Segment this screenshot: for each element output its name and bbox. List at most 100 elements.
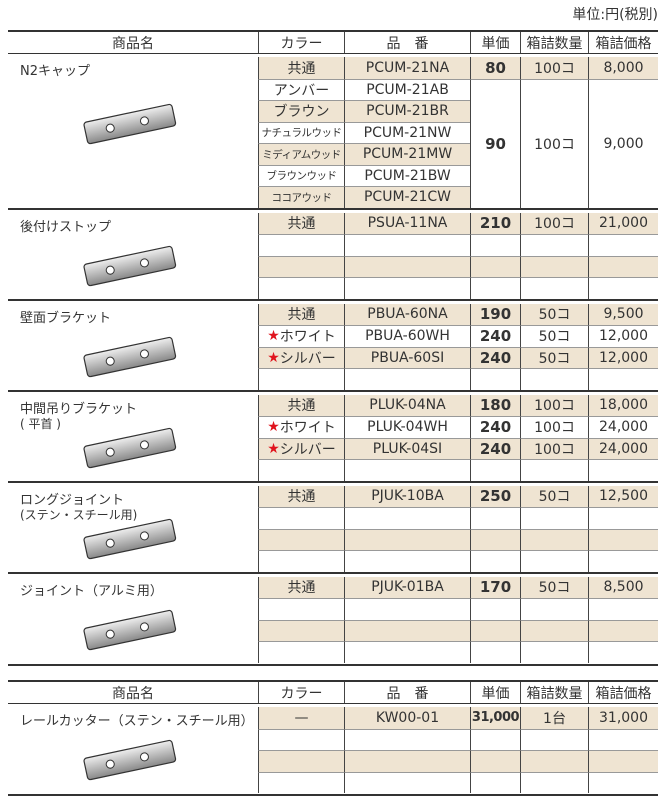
table-cell: [344, 598, 470, 620]
box-price: 12,000: [599, 349, 648, 366]
table-cell: [520, 368, 588, 390]
table-cell: 50コ: [520, 325, 588, 347]
table-cell: [258, 619, 344, 641]
table-cell: [520, 550, 588, 572]
table-cell: [470, 619, 520, 641]
table-cell: [520, 750, 588, 772]
part: PSUA-11NA: [367, 215, 448, 232]
table-cell: [470, 507, 520, 529]
table-cell: [344, 750, 470, 772]
box-price: 8,000: [603, 59, 644, 76]
table-cell: 24,000: [588, 416, 658, 438]
table-cell: ブラウン: [258, 100, 344, 122]
color-name: ナチュラルウッド: [261, 127, 343, 140]
table-cell: PCUM-21BW: [344, 164, 470, 186]
product-image: [83, 427, 177, 468]
table-cell: [344, 507, 470, 529]
table-cell: 1台: [520, 707, 588, 729]
product-image: [83, 245, 177, 286]
table-cell: 18,000: [588, 394, 658, 416]
table-cell: 250: [470, 485, 520, 507]
box-price: 21,000: [599, 215, 648, 232]
table-cell: PJUK-10BA: [344, 485, 470, 507]
header-cell: カラー: [258, 682, 344, 703]
group-rule: [8, 207, 658, 210]
table-cell: 180: [470, 394, 520, 416]
table-cell: PCUM-21AB: [344, 78, 470, 100]
product-name: N2キャップ: [20, 64, 90, 79]
color-name: —: [294, 709, 309, 726]
box-price: 9,000: [603, 135, 644, 152]
table-cell: [344, 277, 470, 299]
table-cell: [588, 507, 658, 529]
table-cell: [344, 728, 470, 750]
qty: 100コ: [534, 216, 575, 233]
table-bottom-rule: [8, 794, 658, 796]
table-cell: 共通: [258, 57, 344, 79]
table-cell: ★ ホワイト: [258, 416, 344, 438]
table-cell: PBUA-60NA: [344, 303, 470, 325]
table-cell: PSUA-11NA: [344, 212, 470, 234]
table-cell: [520, 277, 588, 299]
header-cell: 品 番: [344, 682, 470, 703]
table-cell: 8,500: [588, 576, 658, 598]
table-cell: [588, 750, 658, 772]
star-mark: ★: [267, 349, 280, 366]
header-cell: 商品名: [112, 35, 154, 52]
table-cell: KW00-01: [344, 707, 470, 729]
table-cell: [588, 528, 658, 550]
table-bottom-rule: [8, 663, 658, 666]
part: PBUA-60NA: [367, 306, 448, 323]
table-cell: [520, 528, 588, 550]
table-cell: [588, 619, 658, 641]
part: PLUK-04WH: [367, 419, 448, 436]
group-rule: [8, 571, 658, 574]
table-cell: [344, 771, 470, 793]
header-rule: [8, 53, 658, 54]
table-cell: [520, 459, 588, 481]
product-image: [83, 518, 177, 559]
table-cell: 50コ: [520, 303, 588, 325]
part: PJUK-01BA: [371, 579, 444, 596]
table-cell: [344, 234, 470, 256]
part: PCUM-21BR: [366, 103, 449, 120]
product-image: [83, 103, 177, 145]
table-cell: [470, 528, 520, 550]
box-price: 12,500: [599, 488, 648, 505]
color-name: 共通: [287, 60, 316, 77]
table-cell: PBUA-60SI: [344, 346, 470, 368]
table-cell: [520, 255, 588, 277]
table-cell: ★ ホワイト: [258, 325, 344, 347]
color-name: アンバー: [273, 82, 330, 99]
box-price: 9,500: [603, 306, 644, 323]
table-cell: [258, 598, 344, 620]
table-cell: ブラウンウッド: [258, 164, 344, 186]
price: 170: [479, 578, 512, 597]
color-name: ココアウッド: [271, 191, 333, 204]
price: 190: [479, 305, 512, 324]
table-cell: [588, 728, 658, 750]
product-image: [83, 336, 177, 377]
qty: 50コ: [538, 350, 571, 367]
table-cell: 100コ: [520, 416, 588, 438]
table-cell: 190: [470, 303, 520, 325]
qty: 50コ: [538, 329, 571, 346]
table-cell: 170: [470, 576, 520, 598]
table-cell: [520, 598, 588, 620]
qty: 100コ: [534, 441, 575, 458]
table-top-rule: [8, 680, 658, 682]
table-cell: [258, 641, 344, 663]
table-cell: PCUM-21MW: [344, 143, 470, 165]
price: 90: [485, 134, 506, 153]
table-cell: [470, 255, 520, 277]
table-cell: ナチュラルウッド: [258, 121, 344, 143]
table-cell: 210: [470, 212, 520, 234]
box-price: 24,000: [599, 440, 648, 457]
box-price: 31,000: [599, 709, 648, 726]
table-cell: 共通: [258, 212, 344, 234]
table-cell: 12,000: [588, 325, 658, 347]
table-cell: [470, 641, 520, 663]
table-cell: [344, 459, 470, 481]
part: PBUA-60WH: [365, 328, 450, 345]
